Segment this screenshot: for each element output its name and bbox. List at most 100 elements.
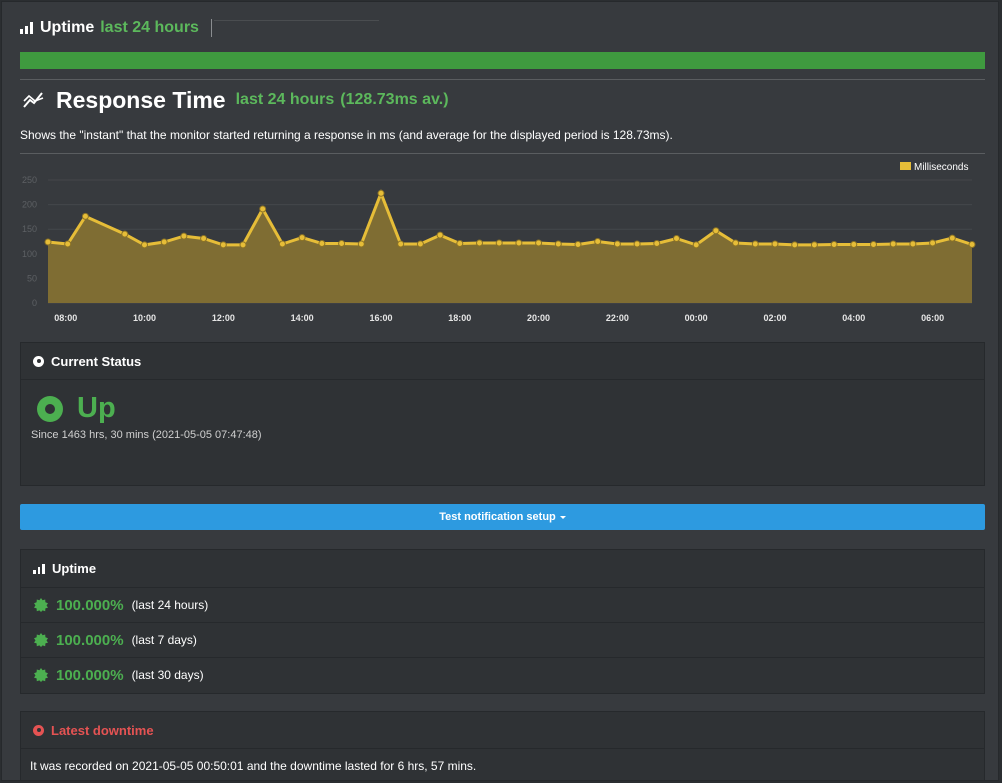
- uptime-bar[interactable]: [20, 52, 985, 69]
- current-status-header: Current Status: [21, 343, 984, 380]
- status-display: Up: [21, 392, 984, 425]
- status-text: Up: [77, 392, 116, 424]
- uptime-header: Uptime last 24 hours: [20, 16, 212, 40]
- response-time-header: Response Time last 24 hours (128.73ms av…: [22, 86, 449, 114]
- data-point: [219, 241, 227, 249]
- data-point: [121, 230, 129, 238]
- current-status-panel: Current Status Up Since 1463 hrs, 30 min…: [20, 342, 985, 486]
- uptime-period: (last 30 days): [131, 668, 204, 682]
- data-point: [554, 240, 562, 248]
- x-axis: 08:00 10:00 12:00 14:00 16:00 18:00 20:00 22:00…: [54, 313, 944, 323]
- x-tick-label: 22:00: [606, 313, 629, 323]
- data-point: [653, 240, 661, 247]
- series-points: [44, 189, 976, 249]
- x-tick-label: 12:00: [212, 313, 235, 323]
- data-point: [436, 231, 444, 239]
- response-time-average: (128.73ms av.): [340, 91, 449, 108]
- x-tick-label: 08:00: [54, 313, 77, 323]
- latest-downtime-panel: Latest downtime It was recorded on 2021-…: [20, 711, 985, 781]
- data-point: [791, 241, 799, 249]
- data-point: [239, 241, 247, 249]
- x-tick-label: 02:00: [763, 313, 786, 323]
- y-axis: 0 50 100 150 200 250: [22, 175, 37, 308]
- bar-chart-icon: [33, 563, 46, 574]
- latest-downtime-title: Latest downtime: [51, 722, 154, 738]
- x-tick-label: 00:00: [685, 313, 708, 323]
- data-point: [456, 240, 464, 247]
- data-point: [692, 241, 700, 249]
- data-point: [160, 238, 168, 246]
- y-tick-label: 250: [22, 175, 37, 185]
- data-point: [278, 240, 286, 248]
- data-point: [44, 238, 52, 246]
- y-tick-label: 100: [22, 249, 37, 259]
- x-tick-label: 20:00: [527, 313, 550, 323]
- badge-check-icon: [34, 598, 48, 612]
- data-point: [909, 240, 917, 248]
- data-point: [810, 241, 818, 249]
- uptime-pct: 100.000%: [56, 596, 124, 614]
- uptime-header-title: Uptime: [40, 19, 95, 36]
- data-point: [259, 205, 267, 213]
- data-point: [830, 241, 838, 248]
- y-tick-label: 0: [32, 298, 37, 308]
- header-divider: [210, 19, 212, 37]
- response-time-title: Response Time: [56, 86, 226, 113]
- uptime-header-period: last 24 hours: [100, 19, 199, 36]
- header-rule: [214, 20, 379, 21]
- data-point: [298, 234, 306, 242]
- test-notification-label: Test notification setup: [439, 511, 556, 523]
- dot-circle-icon: [33, 355, 44, 367]
- bar-chart-icon: [20, 22, 34, 34]
- uptime-panel: Uptime 100.000% (last 24 hours) 100.000%…: [20, 549, 985, 694]
- data-point: [633, 240, 641, 248]
- series-area: [48, 193, 972, 303]
- uptime-row-7d: 100.000% (last 7 days): [21, 622, 984, 657]
- x-tick-label: 18:00: [448, 313, 471, 323]
- data-point: [64, 240, 72, 248]
- data-point: [751, 240, 759, 248]
- test-notification-button[interactable]: Test notification setup: [20, 504, 985, 530]
- data-point: [180, 232, 188, 240]
- data-point: [889, 240, 897, 248]
- response-time-period: last 24 hours: [235, 91, 335, 108]
- alert-circle-icon: [33, 724, 44, 736]
- data-point: [318, 240, 326, 247]
- legend-label: Milliseconds: [914, 162, 968, 173]
- divider: [20, 79, 985, 80]
- legend-swatch: [900, 162, 911, 170]
- badge-check-icon: [34, 668, 48, 682]
- data-point: [594, 238, 602, 245]
- chart-svg: 0 50 100 150 200 250 08:00 10:00 12:00 14:00 16:0…: [22, 162, 976, 323]
- y-tick-label: 200: [22, 200, 37, 210]
- x-tick-label: 04:00: [842, 313, 865, 323]
- uptime-row-24h: 100.000% (last 24 hours): [21, 587, 984, 622]
- latest-downtime-header: Latest downtime: [21, 712, 984, 749]
- x-tick-label: 06:00: [921, 313, 944, 323]
- data-point: [535, 239, 543, 247]
- line-chart-icon: [23, 92, 44, 108]
- divider: [20, 153, 985, 154]
- uptime-panel-header: Uptime: [21, 550, 984, 587]
- data-point: [476, 239, 483, 247]
- x-tick-label: 10:00: [133, 313, 156, 323]
- data-point: [732, 239, 740, 247]
- uptime-pct: 100.000%: [56, 631, 124, 649]
- data-point: [495, 239, 503, 247]
- chart-legend: Milliseconds: [900, 162, 968, 173]
- data-point: [200, 235, 208, 242]
- data-point: [357, 240, 365, 248]
- response-time-chart[interactable]: 0 50 100 150 200 250 08:00 10:00 12:00 14:00 16:0…: [0, 155, 1002, 330]
- latest-downtime-text: It was recorded on 2021-05-05 00:50:01 a…: [30, 759, 477, 773]
- y-tick-label: 50: [27, 273, 37, 283]
- status-since: Since 1463 hrs, 30 mins (2021-05-05 07:4…: [31, 429, 262, 441]
- uptime-pct: 100.000%: [56, 666, 124, 684]
- data-point: [515, 239, 523, 247]
- data-point: [929, 239, 937, 247]
- uptime-panel-title: Uptime: [52, 561, 97, 576]
- uptime-period: (last 24 hours): [131, 598, 209, 612]
- data-point: [948, 234, 956, 242]
- uptime-period: (last 7 days): [131, 633, 197, 647]
- status-up-icon: [37, 395, 63, 422]
- data-point: [613, 240, 621, 248]
